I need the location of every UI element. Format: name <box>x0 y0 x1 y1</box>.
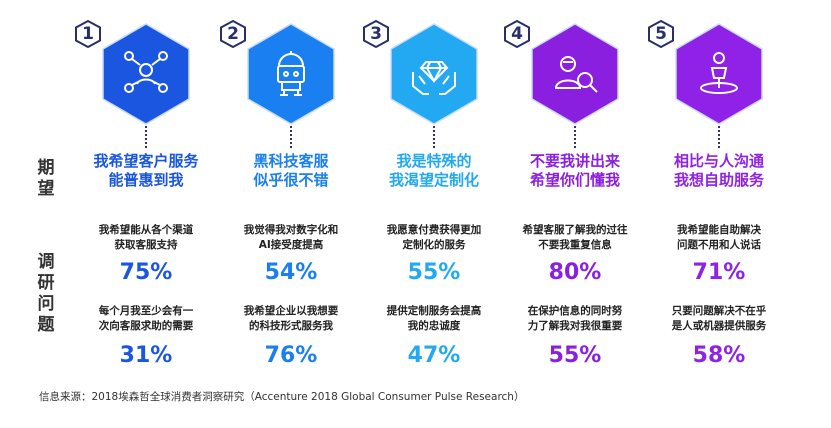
question-line-1: 提供定制服务会提高 <box>386 305 482 317</box>
question-line-2: 问题不用和人说话 <box>677 239 761 251</box>
survey-question-2: 在保护信息的同时努 力了解我对我很重要 <box>508 304 642 334</box>
connector-line <box>574 126 576 148</box>
question-line-1: 希望客服了解我的过往 <box>522 224 628 236</box>
expectation-title: 不要我讲出来 希望你们懂我 <box>502 152 648 190</box>
question-line-1: 在保护信息的同时努 <box>527 305 623 317</box>
title-line-2: 我渴望定制化 <box>388 171 479 189</box>
number-badge: 1 <box>82 24 94 44</box>
title-line-1: 相比与人沟通 <box>673 152 764 170</box>
title-line-2: 希望你们懂我 <box>529 171 620 189</box>
survey-label-text: 调研问题 <box>37 252 55 335</box>
expectation-title: 相比与人沟通 我想自助服务 <box>646 152 792 190</box>
expectation-label-text: 期望 <box>37 158 55 199</box>
survey-question-1: 我觉得我对数字化和 AI接受度提高 <box>224 223 358 253</box>
hexagon-badge <box>675 23 763 125</box>
survey-question-2: 我希望企业以我想要 的科技形式服务我 <box>224 304 358 334</box>
expectation-label: 期望 <box>36 158 56 200</box>
connector-line <box>145 126 147 148</box>
title-line-2: 能普惠到我 <box>108 171 184 189</box>
question-line-1: 每个月我至少会有一 <box>98 305 194 317</box>
survey-percentage-1: 75% <box>119 260 173 285</box>
question-line-2: 是人或机器提供服务 <box>671 320 767 332</box>
survey-percentage-1: 55% <box>407 260 461 285</box>
number-badge: 2 <box>227 24 239 44</box>
title-line-2: 我想自助服务 <box>673 171 764 189</box>
survey-percentage-1: 80% <box>548 260 602 285</box>
diamond-hands-icon <box>412 61 456 95</box>
number-badge-shape <box>504 20 530 48</box>
question-line-1: 我希望企业以我想要 <box>243 305 339 317</box>
robot-icon <box>277 51 305 96</box>
survey-question-2: 每个月我至少会有一 次向客服求助的需要 <box>79 304 213 334</box>
connector-line <box>433 126 435 148</box>
hexagon-badge <box>531 23 619 125</box>
survey-question-1: 希望客服了解我的过往 不要我重复信息 <box>508 223 642 253</box>
number-badge-shape <box>75 20 101 48</box>
question-line-1: 只要问题解决不在乎 <box>671 305 767 317</box>
survey-label: 调研问题 <box>36 252 56 336</box>
survey-percentage-1: 71% <box>692 260 746 285</box>
question-line-1: 我愿意付费获得更加 <box>386 224 482 236</box>
question-line-2: 次向客服求助的需要 <box>98 320 194 332</box>
number-badge: 5 <box>655 24 667 44</box>
title-line-1: 我是特殊的 <box>396 152 472 170</box>
question-line-1: 我希望能从各个渠道 <box>98 224 194 236</box>
survey-percentage-2: 76% <box>264 343 318 368</box>
number-badge-shape <box>648 20 674 48</box>
question-line-1: 我希望能自助解决 <box>677 224 761 236</box>
question-line-1: 我觉得我对数字化和 <box>243 224 339 236</box>
survey-percentage-1: 54% <box>264 260 318 285</box>
survey-question-1: 我希望能自助解决 问题不用和人说话 <box>652 223 786 253</box>
column-2: 2 黑科技客服 似乎很不错 我觉得我对数字化和 AI接受度提高 54% 我希望企业… <box>218 0 364 400</box>
source-note: 信息来源：2018埃森哲全球消费者洞察研究（Accenture 2018 Glo… <box>39 391 525 403</box>
hexagon-badge <box>390 23 478 125</box>
survey-question-1: 我希望能从各个渠道 获取客服支持 <box>79 223 213 253</box>
question-line-2: AI接受度提高 <box>258 239 324 251</box>
number-badge: 3 <box>370 24 382 44</box>
title-line-1: 不要我讲出来 <box>529 152 620 170</box>
column-1: 1 我希望客户服务 能普惠到我 我希望能从各个渠道 获取客服支持 75% 每个月我… <box>73 0 219 400</box>
number-badge-shape <box>220 20 246 48</box>
expectation-title: 黑科技客服 似乎很不错 <box>218 152 364 190</box>
number-badge-shape <box>363 20 389 48</box>
question-line-2: 力了解我对我很重要 <box>527 320 623 332</box>
expectation-title: 我是特殊的 我渴望定制化 <box>361 152 507 190</box>
hexagon-badge <box>102 23 190 125</box>
question-line-2: 不要我重复信息 <box>538 239 612 251</box>
question-line-2: 获取客服支持 <box>114 239 178 251</box>
self-service-icon <box>700 52 738 94</box>
survey-question-2: 提供定制服务会提高 我的忠诚度 <box>367 304 501 334</box>
column-5: 5 相比与人沟通 我想自助服务 我希望能自助解决 问题不用和人说话 71% 只要问… <box>646 0 792 400</box>
survey-percentage-2: 47% <box>407 343 461 368</box>
survey-percentage-2: 31% <box>119 343 173 368</box>
hexagon-badge <box>247 23 335 125</box>
person-search-icon <box>554 56 598 93</box>
question-line-2: 我的忠诚度 <box>407 320 461 332</box>
connector-line <box>290 126 292 148</box>
survey-question-1: 我愿意付费获得更加 定制化的服务 <box>367 223 501 253</box>
title-line-2: 似乎很不错 <box>253 171 329 189</box>
survey-question-2: 只要问题解决不在乎 是人或机器提供服务 <box>652 304 786 334</box>
column-4: 4 不要我讲出来 希望你们懂我 希望客服了解我的过往 不要我重复信息 80% 在保… <box>502 0 648 400</box>
expectation-title: 我希望客户服务 能普惠到我 <box>73 152 219 190</box>
column-3: 3 我是特殊的 我渴望定制化 我愿意付费获得更加 定制化的服务 55% 提供定制服… <box>361 0 507 400</box>
number-badge: 4 <box>511 24 523 44</box>
survey-percentage-2: 55% <box>548 343 602 368</box>
network-people-icon <box>124 51 168 93</box>
question-line-2: 定制化的服务 <box>402 239 466 251</box>
title-line-1: 黑科技客服 <box>253 152 329 170</box>
survey-percentage-2: 58% <box>692 343 746 368</box>
connector-line <box>718 126 720 148</box>
question-line-2: 的科技形式服务我 <box>249 320 333 332</box>
title-line-1: 我希望客户服务 <box>93 152 199 170</box>
